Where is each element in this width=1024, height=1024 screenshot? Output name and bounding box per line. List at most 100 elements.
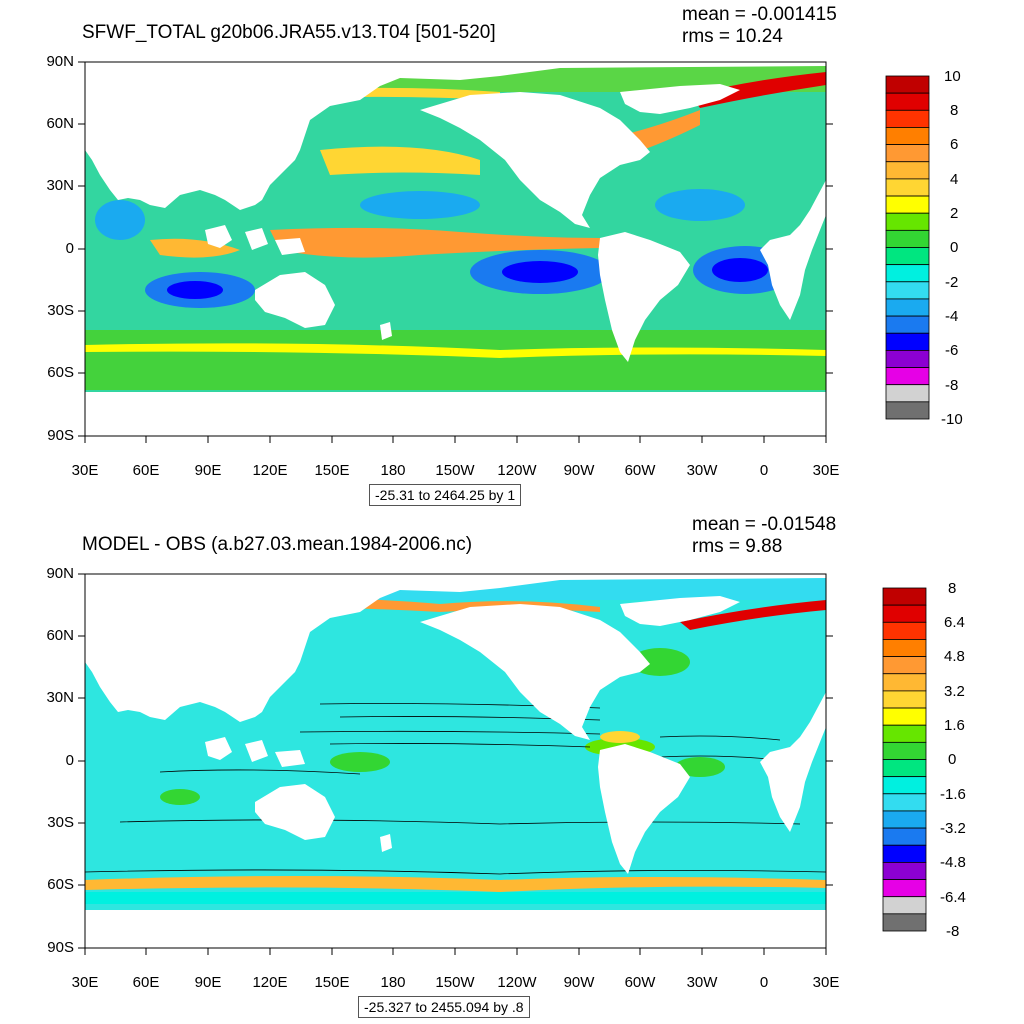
colorbar-swatch xyxy=(882,673,927,692)
lat-tick: 90S xyxy=(47,939,74,956)
lat-tick: 0 xyxy=(65,752,74,769)
colorbar-swatch xyxy=(882,793,927,812)
colorbar-swatch xyxy=(885,109,930,128)
colorbar-swatch xyxy=(882,896,927,915)
colorbar-swatch xyxy=(885,384,930,403)
colorbar xyxy=(882,587,927,932)
colorbar-swatch xyxy=(885,315,930,334)
lon-tick: 120E xyxy=(252,462,288,479)
lat-tick: 60N xyxy=(46,627,74,644)
lon-tick: 30E xyxy=(812,974,840,991)
panel-title: SFWF_TOTAL g20b06.JRA55.v13.T04 [501-520… xyxy=(82,22,496,43)
landmass xyxy=(85,574,826,948)
colorbar-label: 1.6 xyxy=(944,717,965,734)
rms-value: rms = 9.88 xyxy=(692,536,783,557)
lon-tick: 0 xyxy=(759,462,769,479)
colorbar-swatch xyxy=(882,707,927,726)
colorbar-label: -6.4 xyxy=(940,889,966,906)
lon-tick: 60W xyxy=(624,974,656,991)
colorbar-swatch xyxy=(882,759,927,778)
lon-tick: 180 xyxy=(380,462,406,479)
lon-tick: 60E xyxy=(132,462,160,479)
lon-tick: 60W xyxy=(624,462,656,479)
map-plot xyxy=(78,573,927,955)
colorbar-label: 8 xyxy=(948,580,957,597)
colorbar-swatch xyxy=(885,281,930,300)
colorbar-label: 4.8 xyxy=(944,648,965,665)
colorbar-swatch xyxy=(885,178,930,197)
colorbar-swatch xyxy=(882,587,927,606)
colorbar-swatch xyxy=(882,879,927,898)
lon-tick: 0 xyxy=(759,974,769,991)
colorbar-swatch xyxy=(882,776,927,795)
lat-tick: 0 xyxy=(65,240,74,257)
panel-title: MODEL - OBS (a.b27.03.mean.1984-2006.nc) xyxy=(82,534,473,555)
colorbar-label: 0 xyxy=(948,751,957,768)
colorbar-swatch xyxy=(885,367,930,386)
lat-tick: 30S xyxy=(47,302,74,319)
contour-info-box: -25.327 to 2455.094 by .8 xyxy=(358,996,530,1018)
lat-tick: 30S xyxy=(47,814,74,831)
lon-tick: 90E xyxy=(194,462,222,479)
colorbar-swatch xyxy=(882,690,927,709)
lon-tick: 30E xyxy=(71,974,99,991)
lon-tick: 150W xyxy=(435,462,475,479)
lon-tick: 30E xyxy=(71,462,99,479)
lon-tick: 30E xyxy=(812,462,840,479)
colorbar-swatch xyxy=(882,621,927,640)
lon-tick: 60E xyxy=(132,974,160,991)
mean-value: mean = -0.01548 xyxy=(692,514,837,535)
colorbar-swatch xyxy=(885,332,930,351)
colorbar-swatch xyxy=(885,247,930,266)
lon-tick: 30W xyxy=(686,974,718,991)
lon-tick: 120W xyxy=(497,462,537,479)
colorbar-label: -4 xyxy=(945,308,959,325)
panel-model-minus-obs: MODEL - OBS (a.b27.03.mean.1984-2006.nc)… xyxy=(0,512,1024,1024)
lon-tick: 150E xyxy=(314,974,350,991)
lat-tick: 90N xyxy=(46,565,74,582)
colorbar-label: -6 xyxy=(945,342,959,359)
lon-tick: 150E xyxy=(314,462,350,479)
contour-info-box: -25.31 to 2464.25 by 1 xyxy=(369,484,522,506)
colorbar-swatch xyxy=(885,92,930,111)
colorbar-swatch xyxy=(885,298,930,317)
lon-tick: 90W xyxy=(563,974,595,991)
lon-tick: 150W xyxy=(435,974,475,991)
colorbar-swatch xyxy=(882,810,927,829)
colorbar-swatch xyxy=(882,604,927,623)
colorbar-swatch xyxy=(885,75,930,94)
colorbar xyxy=(885,75,930,420)
colorbar-swatch xyxy=(882,913,927,932)
colorbar-label: 4 xyxy=(950,171,959,188)
colorbar-label: 0 xyxy=(950,239,959,256)
colorbar-swatch xyxy=(882,861,927,880)
lon-tick: 90W xyxy=(563,462,595,479)
colorbar-swatch xyxy=(885,212,930,231)
lat-tick: 60S xyxy=(47,876,74,893)
lon-tick: 180 xyxy=(380,974,406,991)
colorbar-swatch xyxy=(885,161,930,180)
colorbar-label: -3.2 xyxy=(940,820,966,837)
landmass xyxy=(85,62,826,436)
lon-tick: 30W xyxy=(686,462,718,479)
lat-tick: 30N xyxy=(46,689,74,706)
lat-tick: 60S xyxy=(47,364,74,381)
rms-value: rms = 10.24 xyxy=(682,26,783,47)
colorbar-swatch xyxy=(885,195,930,214)
colorbar-label: -1.6 xyxy=(940,786,966,803)
lat-tick: 90S xyxy=(47,427,74,444)
colorbar-swatch xyxy=(882,844,927,863)
lon-tick: 120W xyxy=(497,974,537,991)
lon-tick: 90E xyxy=(194,974,222,991)
colorbar-label: -4.8 xyxy=(940,854,966,871)
colorbar-swatch xyxy=(882,827,927,846)
colorbar-swatch xyxy=(885,127,930,145)
colorbar-label: 10 xyxy=(944,68,961,85)
map-plot xyxy=(78,61,930,443)
lat-tick: 60N xyxy=(46,115,74,132)
colorbar-label: -10 xyxy=(941,411,963,428)
colorbar-swatch xyxy=(882,656,927,675)
colorbar-label: 8 xyxy=(950,102,959,119)
lon-tick: 120E xyxy=(252,974,288,991)
colorbar-swatch xyxy=(882,639,927,657)
